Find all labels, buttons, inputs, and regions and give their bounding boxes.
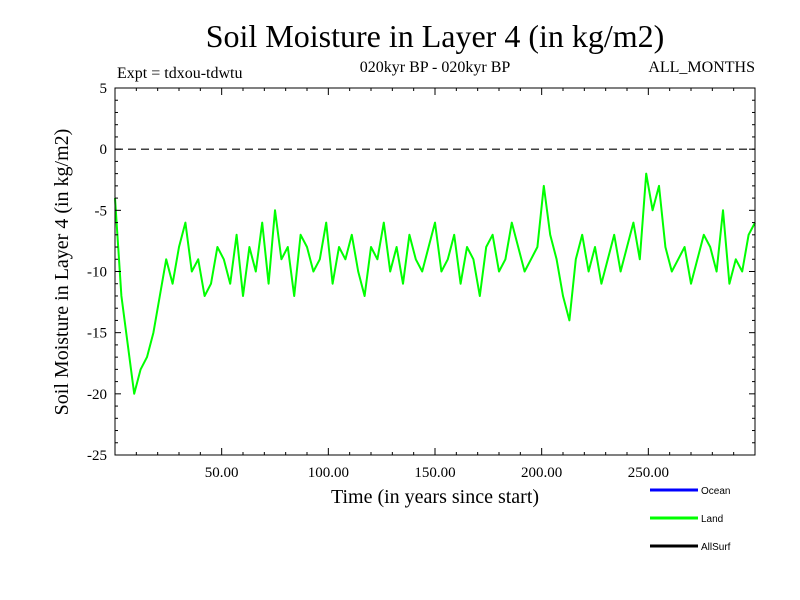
x-tick-label: 100.00	[308, 465, 349, 481]
series-group	[114, 172, 756, 395]
y-tick-label: -15	[87, 326, 107, 342]
legend-label-allsurf: AllSurf	[701, 542, 731, 553]
y-axis: 5 0 -5 -10 -15 -20 -25	[87, 81, 755, 464]
chart-title: Soil Moisture in Layer 4 (in kg/m2)	[206, 18, 665, 54]
y-tick-label: -10	[87, 265, 107, 281]
months-label: ALL_MONTHS	[648, 59, 755, 76]
y-tick-label: -25	[87, 448, 107, 464]
x-tick-label: 200.00	[521, 465, 562, 481]
legend: Ocean Land AllSurf	[650, 486, 731, 553]
legend-label-ocean: Ocean	[701, 486, 730, 497]
y-tick-label: 0	[100, 142, 108, 158]
y-axis-label: Soil Moisture in Layer 4 (in kg/m2)	[51, 129, 73, 416]
series-line-land	[114, 172, 756, 395]
x-tick-label: 150.00	[414, 465, 455, 481]
plot-background	[115, 88, 755, 455]
x-axis: 50.00 100.00 150.00 200.00 250.00	[135, 88, 735, 481]
y-tick-label: 5	[100, 81, 108, 97]
y-tick-label: -5	[95, 203, 108, 219]
period-label: 020kyr BP - 020kyr BP	[360, 59, 511, 76]
experiment-label: Expt = tdxou-tdwtu	[117, 65, 242, 82]
x-tick-label: 50.00	[205, 465, 239, 481]
x-axis-label: Time (in years since start)	[331, 486, 539, 508]
y-tick-label: -20	[87, 387, 107, 403]
legend-label-land: Land	[701, 514, 723, 525]
plot-area	[115, 88, 755, 455]
x-tick-label: 250.00	[628, 465, 669, 481]
